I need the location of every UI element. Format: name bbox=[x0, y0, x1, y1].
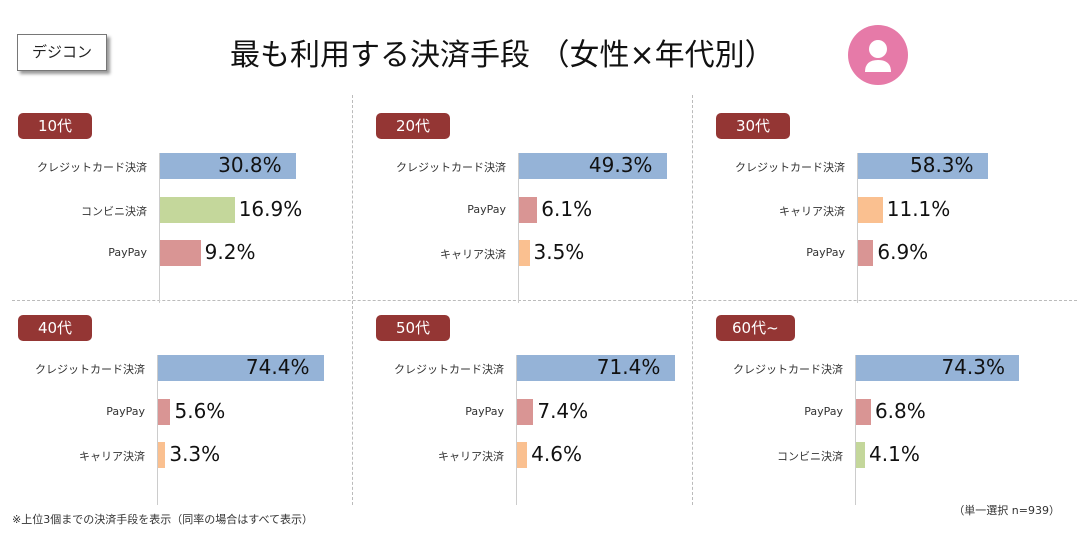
data-label: 16.9% bbox=[238, 197, 303, 221]
bar bbox=[519, 153, 667, 179]
chart-panel: 60代~ クレジットカード決済 74.3% PayPay 6.8% コンビニ決済 4.1% bbox=[716, 315, 1056, 505]
axis-line bbox=[855, 355, 856, 505]
divider bbox=[12, 300, 1077, 301]
data-label: 3.3% bbox=[169, 442, 221, 466]
category-label: コンビニ決済 bbox=[777, 450, 843, 463]
data-label: 9.2% bbox=[204, 240, 256, 264]
chart-panel: 10代クレジットカード決済 30.8% コンビニ決済 16.9% PayPay 9.2% bbox=[18, 113, 358, 303]
data-label: 74.3% bbox=[941, 355, 1005, 379]
category-label: PayPay bbox=[106, 405, 145, 418]
category-label: PayPay bbox=[467, 203, 506, 216]
axis-line bbox=[857, 153, 858, 303]
bar bbox=[517, 399, 534, 425]
data-label: 11.1% bbox=[886, 197, 951, 221]
category-label: PayPay bbox=[804, 405, 843, 418]
bar bbox=[158, 442, 166, 468]
axis-line bbox=[516, 355, 517, 505]
data-label: 3.5% bbox=[533, 240, 585, 264]
axis-line bbox=[518, 153, 519, 303]
footnote: ※上位3個までの決済手段を表示（同率の場合はすべて表示） bbox=[12, 513, 314, 526]
category-label: PayPay bbox=[806, 246, 845, 259]
data-label: 30.8% bbox=[218, 153, 282, 177]
age-tag: 20代 bbox=[376, 113, 450, 139]
data-label: 6.9% bbox=[877, 240, 929, 264]
bar bbox=[856, 442, 866, 468]
data-label: 74.4% bbox=[245, 355, 310, 379]
category-label: クレジットカード決済 bbox=[396, 161, 506, 174]
bar bbox=[858, 153, 988, 179]
bar bbox=[160, 240, 201, 266]
bar bbox=[856, 355, 1020, 381]
data-label: 58.3% bbox=[910, 153, 974, 177]
bar bbox=[517, 442, 528, 468]
category-label: PayPay bbox=[108, 246, 147, 259]
chart-panel: 20代クレジットカード決済 49.3% PayPay 6.1% キャリア決済 3.5% bbox=[376, 113, 716, 303]
data-label: 7.4% bbox=[537, 399, 589, 423]
data-label: 4.6% bbox=[531, 442, 582, 466]
sample-size: （単一選択 n=939） bbox=[953, 504, 1060, 517]
category-label: クレジットカード決済 bbox=[733, 363, 843, 376]
category-tag: デジコン bbox=[17, 34, 107, 71]
category-label: PayPay bbox=[465, 405, 504, 418]
category-label: コンビニ決済 bbox=[81, 205, 147, 218]
data-label: 4.1% bbox=[869, 442, 920, 466]
category-label: クレジットカード決済 bbox=[735, 161, 845, 174]
data-label: 49.3% bbox=[588, 153, 653, 177]
age-tag: 10代 bbox=[18, 113, 92, 139]
data-label: 71.4% bbox=[596, 355, 661, 379]
axis-line bbox=[159, 153, 160, 303]
data-label: 5.6% bbox=[174, 399, 226, 423]
chart-panel: 30代クレジットカード決済 58.3% キャリア決済 11.1% PayPay 6.9% bbox=[716, 113, 1056, 303]
age-tag: 60代~ bbox=[716, 315, 795, 341]
chart-panel: 50代クレジットカード決済 71.4% PayPay 7.4% キャリア決済 4.6% bbox=[376, 315, 716, 505]
bar bbox=[856, 399, 871, 425]
page-title: 最も利用する決済手段 （女性×年代別） bbox=[230, 38, 775, 73]
bar bbox=[858, 240, 874, 266]
category-label: クレジットカード決済 bbox=[394, 363, 504, 376]
chart-panel: 40代クレジットカード決済 74.4% PayPay 5.6% キャリア決済 3.3% bbox=[18, 315, 358, 505]
age-tag: 50代 bbox=[376, 315, 450, 341]
bar bbox=[160, 197, 235, 223]
category-label: クレジットカード決済 bbox=[37, 161, 147, 174]
bar bbox=[158, 355, 324, 381]
bar bbox=[519, 240, 530, 266]
data-label: 6.8% bbox=[874, 399, 926, 423]
category-label: キャリア決済 bbox=[440, 248, 506, 261]
axis-line bbox=[157, 355, 158, 505]
data-label: 6.1% bbox=[541, 197, 593, 221]
category-label: キャリア決済 bbox=[79, 450, 145, 463]
bar bbox=[160, 153, 297, 179]
bar bbox=[519, 197, 538, 223]
age-tag: 30代 bbox=[716, 113, 790, 139]
category-label: クレジットカード決済 bbox=[35, 363, 145, 376]
bar bbox=[858, 197, 883, 223]
age-tag: 40代 bbox=[18, 315, 92, 341]
woman-icon bbox=[848, 25, 908, 85]
category-label: キャリア決済 bbox=[779, 205, 845, 218]
category-label: キャリア決済 bbox=[438, 450, 504, 463]
bar bbox=[158, 399, 171, 425]
bar bbox=[517, 355, 675, 381]
